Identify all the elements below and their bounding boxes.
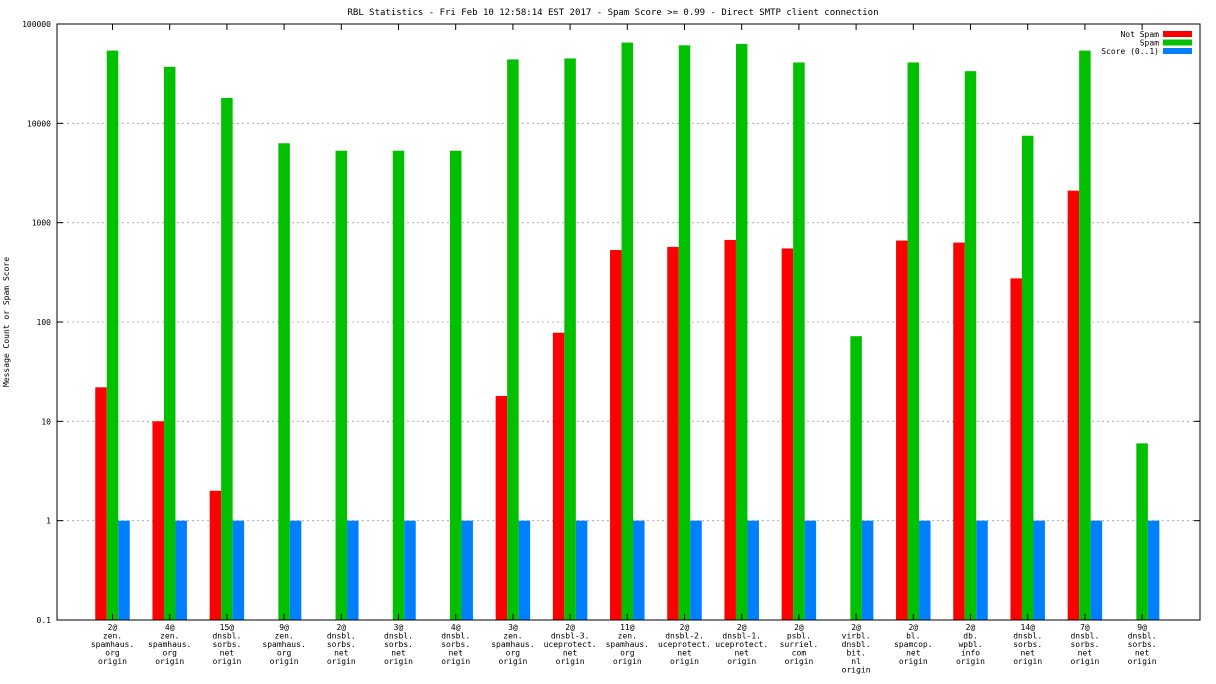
bar-score [232, 520, 245, 620]
bar-not-spam [152, 421, 164, 620]
bar-spam [850, 336, 862, 620]
bar-spam [1079, 50, 1091, 621]
bar-score [118, 520, 130, 620]
bar-spam [564, 58, 576, 620]
x-tick-label: 15@ dnsbl. sorbs. net origin [212, 623, 241, 666]
bar-spam [449, 150, 462, 620]
legend-label: Spam [1140, 39, 1159, 48]
x-tick-label: 14@ dnsbl. sorbs. net origin [1013, 623, 1042, 666]
bar-spam [907, 62, 920, 620]
x-tick-label: 2@ dnsbl. sorbs. net origin [327, 623, 356, 666]
bar-score [690, 520, 702, 620]
bar-not-spam [953, 242, 965, 621]
bar-spam [163, 66, 176, 620]
bar-spam [392, 150, 405, 620]
x-tick-label: 2@ zen. spamhaus. org origin [91, 623, 134, 666]
bar-score [347, 520, 359, 620]
bar-not-spam [552, 332, 565, 620]
bar-score [289, 520, 302, 620]
y-tick-label: 10 [41, 417, 51, 426]
bar-score [575, 520, 588, 620]
bar-not-spam [610, 250, 622, 620]
bar-not-spam [209, 490, 222, 620]
legend-swatch [1163, 39, 1192, 46]
bar-score [633, 520, 645, 620]
x-tick-label: 2@ dnsbl-1. uceprotect. net origin [715, 623, 768, 666]
x-tick-label: 2@ dnsbl-2. uceprotect. net origin [658, 623, 711, 666]
bar-score [861, 520, 874, 620]
x-tick-label: 9@ zen. spamhaus. org origin [262, 623, 305, 666]
bar-spam [221, 97, 233, 621]
bar-spam [735, 43, 748, 620]
x-tick-label: 3@ dnsbl. sorbs. net origin [384, 623, 413, 666]
bar-spam [507, 59, 519, 620]
bar-spam [106, 50, 119, 621]
bar-spam [621, 42, 634, 621]
x-tick-label: 4@ dnsbl. sorbs. net origin [441, 623, 470, 666]
bar-score [804, 520, 817, 620]
bar-spam [278, 143, 290, 620]
bar-score [461, 520, 473, 620]
bar-spam [793, 62, 805, 620]
bar-not-spam [1010, 278, 1022, 620]
y-axis-label: Message Count or Spam Score [2, 257, 11, 387]
bar-score [747, 520, 759, 620]
y-tick-label: 1000 [32, 219, 51, 228]
x-tick-label: 2@ db. wpbl. info origin [956, 623, 985, 666]
chart-title: RBL Statistics - Fri Feb 10 12:58:14 EST… [347, 8, 878, 18]
bar-spam [678, 45, 691, 620]
y-tick-label: 0.1 [37, 616, 52, 625]
legend-label: Score (0..1) [1101, 47, 1159, 56]
x-tick-label: 3@ zen. spamhaus. org origin [491, 623, 534, 666]
x-axis: 2@ zen. spamhaus. org origin 4@ zen. spamhaus. o… [91, 24, 1157, 675]
x-tick-label: 2@ bl. spamcop. net origin [894, 623, 933, 666]
legend-swatch [1163, 48, 1192, 54]
y-axis: 0.1 1 10 100 1000 10000 100000 [22, 20, 1200, 625]
bar-not-spam [896, 240, 908, 620]
bar-score [175, 520, 187, 620]
y-tick-label: 100000 [22, 20, 51, 29]
x-tick-label: 2@ psbl. surriel. com origin [780, 623, 819, 666]
x-tick-label: 9@ dnsbl. sorbs. net origin [1128, 623, 1157, 666]
bar-spam [1136, 443, 1148, 620]
bar-not-spam [781, 248, 794, 620]
bar-not-spam [724, 239, 736, 620]
bars [95, 42, 1160, 621]
bar-not-spam [1067, 190, 1080, 620]
legend-swatch [1163, 31, 1192, 37]
y-tick-label: 10000 [27, 119, 51, 128]
bar-score [518, 520, 531, 620]
bar-not-spam [495, 395, 508, 620]
bar-score [919, 520, 931, 620]
bar-score [1033, 520, 1045, 620]
bar-score [1147, 520, 1160, 620]
x-tick-label: 2@ virbl. dnsbl. bit. nl origin [842, 623, 871, 675]
x-tick-label: 7@ dnsbl. sorbs. net origin [1070, 623, 1099, 666]
bar-score [1090, 520, 1103, 620]
x-tick-label: 2@ dnsbl-3. uceprotect. net origin [544, 623, 597, 666]
bar-score [404, 520, 416, 620]
bar-spam [335, 150, 348, 620]
x-tick-label: 11@ zen. spamhaus. org origin [606, 623, 649, 666]
y-tick-label: 1 [46, 517, 51, 526]
y-tick-label: 100 [37, 318, 52, 327]
bar-score [976, 520, 988, 620]
bar-spam [1021, 135, 1034, 621]
legend-label: Not Spam [1120, 30, 1159, 39]
bar-spam [964, 71, 977, 620]
bar-not-spam [667, 246, 679, 620]
bar-not-spam [95, 387, 107, 620]
x-tick-label: 4@ zen. spamhaus. org origin [148, 623, 191, 666]
